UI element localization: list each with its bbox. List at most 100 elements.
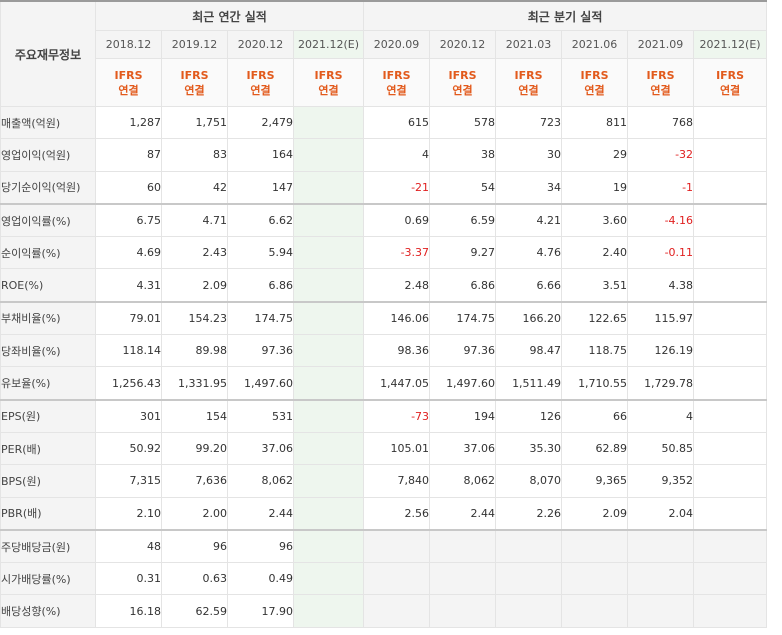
ifrs-basis-label: IFRS 연결 (161, 58, 228, 107)
value-cell: 54 (429, 170, 497, 205)
value-cell (292, 300, 365, 336)
period-header: 2018.12 (95, 30, 162, 59)
ifrs-label: IFRS (716, 68, 745, 82)
consolidated-label: 연결 (584, 83, 605, 97)
value-cell: 62.59 (161, 594, 228, 628)
value-cell: 2.40 (561, 236, 629, 270)
value-cell: 37.06 (227, 431, 294, 466)
value-cell: 301 (95, 398, 162, 433)
consolidated-label: 연결 (386, 83, 407, 97)
value-cell: -32 (627, 138, 695, 172)
value-cell: 4.69 (95, 236, 162, 270)
value-cell (292, 562, 365, 596)
value-cell: 9,352 (627, 464, 695, 498)
value-cell: 38 (429, 138, 497, 172)
value-cell: 2.26 (495, 496, 563, 531)
value-cell: 87 (95, 138, 162, 172)
table-row: 유보율(%) 1,256.43 1,331.95 1,497.60 1,447.05 1,… (0, 366, 768, 401)
value-cell: 1,497.60 (227, 366, 294, 401)
table-row: 당좌비율(%) 118.14 89.98 97.36 98.36 97.36 98.47 11… (0, 334, 768, 368)
value-cell: 0.63 (161, 562, 228, 596)
value-cell (292, 170, 365, 205)
value-cell (693, 334, 768, 368)
value-cell: 122.65 (561, 300, 629, 336)
empty-cell (429, 528, 497, 564)
value-cell: 4.71 (161, 202, 228, 238)
value-cell: 1,511.49 (495, 366, 563, 401)
row-label: 매출액(억원) (0, 105, 96, 140)
empty-cell (363, 528, 431, 564)
empty-cell (561, 594, 629, 628)
value-cell (693, 138, 768, 172)
value-cell: 98.36 (363, 334, 431, 368)
value-cell: 115.97 (627, 300, 695, 336)
value-cell (292, 398, 365, 433)
value-cell: -21 (363, 170, 431, 205)
value-cell: 166.20 (495, 300, 563, 336)
period-header: 2021.06 (561, 30, 629, 59)
value-cell: 83 (161, 138, 228, 172)
value-cell: 2.09 (561, 496, 629, 531)
value-cell: 8,070 (495, 464, 563, 498)
empty-cell (561, 528, 629, 564)
value-cell: 96 (227, 528, 294, 564)
value-cell: 89.98 (161, 334, 228, 368)
period-header: 2020.12 (227, 30, 294, 59)
value-cell: 50.92 (95, 431, 162, 466)
table-row: 당기순이익(억원) 60 42 147 -21 54 34 19 -1 (0, 170, 768, 205)
value-cell: 4.31 (95, 268, 162, 303)
quarter-group-header: 최근 분기 실적 (363, 0, 768, 31)
value-cell (292, 334, 365, 368)
empty-cell (561, 562, 629, 596)
value-cell: 1,287 (95, 105, 162, 140)
empty-cell (627, 528, 695, 564)
table-row: 순이익률(%) 4.69 2.43 5.94 -3.37 9.27 4.76 2.40 -0.1… (0, 236, 768, 270)
value-cell (693, 236, 768, 270)
period-header: 2020.09 (363, 30, 431, 59)
value-cell: 118.75 (561, 334, 629, 368)
ifrs-label: IFRS (448, 68, 477, 82)
ifrs-label: IFRS (646, 68, 675, 82)
value-cell: 97.36 (429, 334, 497, 368)
value-cell: 6.59 (429, 202, 497, 238)
value-cell: 811 (561, 105, 629, 140)
value-cell: 1,751 (161, 105, 228, 140)
value-cell: 9.27 (429, 236, 497, 270)
ifrs-label: IFRS (246, 68, 275, 82)
value-cell: 615 (363, 105, 431, 140)
ifrs-basis-label: IFRS 연결 (363, 58, 431, 107)
value-cell: 6.86 (429, 268, 497, 303)
table-row: 시가배당률(%) 0.31 0.63 0.49 (0, 562, 768, 596)
row-label: 배당성향(%) (0, 594, 96, 628)
table-row: 부채비율(%) 79.01 154.23 174.75 146.06 174.75 166.… (0, 300, 768, 336)
annual-group-header: 최근 연간 실적 (94, 0, 365, 31)
value-cell: 7,840 (363, 464, 431, 498)
ifrs-basis-label: IFRS 연결 (693, 58, 768, 107)
value-cell (693, 431, 768, 466)
value-cell: 35.30 (495, 431, 563, 466)
value-cell: 1,331.95 (161, 366, 228, 401)
value-cell: 146.06 (363, 300, 431, 336)
row-label: ROE(%) (0, 268, 96, 303)
value-cell (693, 366, 768, 401)
value-cell: 2.00 (161, 496, 228, 531)
value-cell: 126.19 (627, 334, 695, 368)
value-cell: -1 (627, 170, 695, 205)
consolidated-label: 연결 (452, 83, 473, 97)
period-header: 2019.12 (161, 30, 228, 59)
value-cell: 1,447.05 (363, 366, 431, 401)
table-row: 주당배당금(원) 48 96 96 (0, 528, 768, 564)
value-cell: -0.11 (627, 236, 695, 270)
value-cell: 66 (561, 398, 629, 433)
value-cell: 1,497.60 (429, 366, 497, 401)
ifrs-basis-label: IFRS 연결 (227, 58, 294, 107)
row-label: 시가배당률(%) (0, 562, 96, 596)
value-cell: 2.48 (363, 268, 431, 303)
value-cell: 48 (95, 528, 162, 564)
value-cell (693, 464, 768, 498)
empty-cell (363, 562, 431, 596)
row-label: BPS(원) (0, 464, 96, 498)
empty-cell (495, 528, 563, 564)
value-cell: 98.47 (495, 334, 563, 368)
row-label: 주당배당금(원) (0, 528, 96, 564)
